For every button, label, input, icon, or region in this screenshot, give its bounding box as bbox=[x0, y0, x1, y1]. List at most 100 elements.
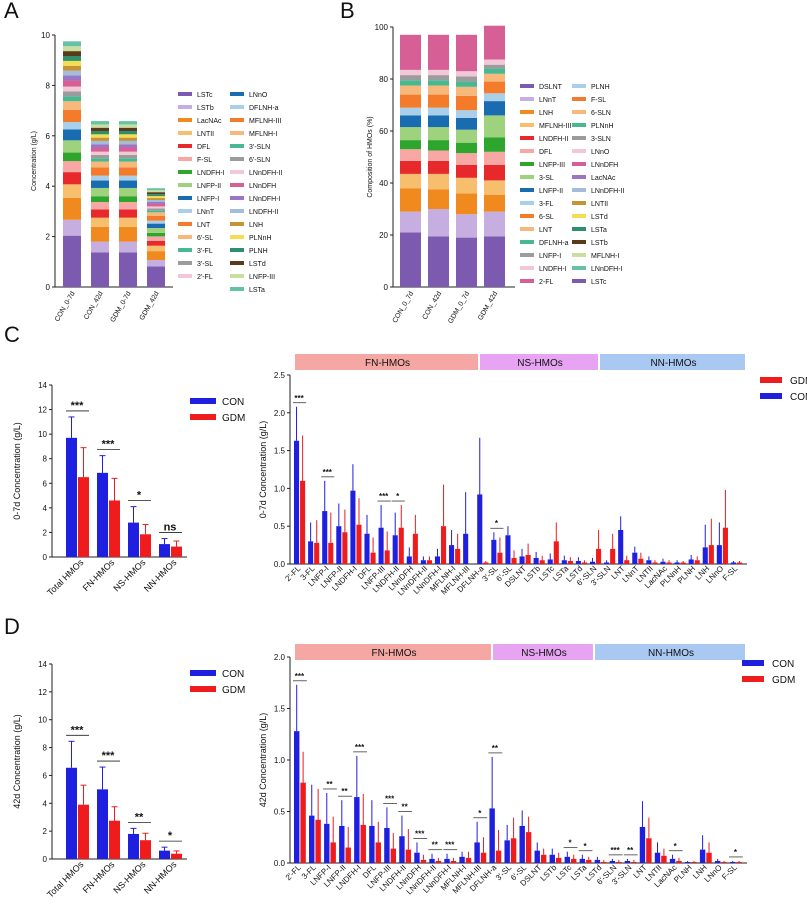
panel-c-summary-bar-con bbox=[159, 544, 170, 557]
panel-c-summary-bar-gdm bbox=[78, 477, 89, 557]
panel-c-detail-bar-con bbox=[589, 561, 596, 564]
panel-c-detail-significance-mark: *** bbox=[379, 492, 389, 501]
panel-a-legend-swatch bbox=[178, 144, 192, 148]
panel-d-detail-bar-gdm bbox=[616, 861, 622, 863]
panel-b-legend-swatch bbox=[520, 214, 534, 218]
panel-b-legend-label: LNFP-III bbox=[539, 162, 565, 169]
panel-b-legend-label: LNFP-II bbox=[539, 188, 563, 195]
panel-a-stack-segment bbox=[91, 131, 109, 135]
panel-b-legend-swatch bbox=[572, 175, 586, 179]
panel-a-stack-segment bbox=[147, 190, 165, 193]
panel-d-detail-y-tick-label: 2.0 bbox=[274, 653, 286, 662]
panel-a-stack-segment bbox=[63, 219, 81, 236]
panel-c-detail-y-tick-label: 1.5 bbox=[274, 447, 286, 456]
panel-d-detail-group-label: NN-HMOs bbox=[648, 648, 694, 659]
panel-d-detail-bar-gdm bbox=[691, 861, 697, 863]
panel-a-stack-segment bbox=[91, 140, 109, 145]
panel-b-legend-label: LSTd bbox=[591, 214, 608, 221]
panel-a-y-tick-label: 2 bbox=[46, 233, 51, 242]
panel-b-legend-swatch bbox=[520, 175, 534, 179]
panel-c-detail-group-band bbox=[600, 354, 745, 370]
panel-a-stack-segment bbox=[91, 241, 109, 253]
panel-a-legend-swatch bbox=[230, 209, 244, 213]
panel-d-summary-significance-mark: *** bbox=[102, 750, 116, 762]
panel-d-detail-y-tick-label: 0.0 bbox=[274, 859, 286, 868]
panel-d-detail-bar-gdm bbox=[601, 861, 607, 863]
panel-a-legend-swatch bbox=[178, 157, 192, 161]
panel-a-legend-label: LSTb bbox=[197, 105, 214, 112]
panel-a-stack-segment bbox=[63, 122, 81, 130]
panel-d-summary-y-label: 42d Concentration (g/L) bbox=[12, 714, 22, 809]
panel-d-detail-bar-con bbox=[309, 815, 315, 863]
panel-c-detail-bar-gdm bbox=[680, 562, 686, 564]
panel-c-detail-bar-con bbox=[533, 557, 539, 564]
panel-a-legend-swatch bbox=[178, 222, 192, 226]
panel-c-detail-bar-gdm bbox=[426, 560, 432, 564]
panel-a-stack-segment bbox=[63, 129, 81, 141]
panel-b-stack-segment bbox=[456, 193, 477, 215]
panel-c-summary-y-tick-label: 14 bbox=[38, 381, 47, 390]
panel-c-detail-bar-gdm bbox=[596, 548, 602, 564]
panel-b-legend-label: F-SL bbox=[591, 97, 606, 104]
panel-b-legend-label: MFLNH-III bbox=[539, 123, 571, 130]
panel-d-summary-y-tick-label: 6 bbox=[43, 771, 48, 780]
panel-c-detail-significance-mark: * bbox=[495, 519, 499, 528]
panel-a-x-label: GDM_0-7d bbox=[110, 290, 133, 323]
panel-b-legend-swatch bbox=[572, 162, 586, 166]
panel-c-detail-bar-gdm bbox=[736, 562, 743, 564]
panel-b-legend-swatch bbox=[572, 84, 586, 88]
panel-a-y-tick-label: 10 bbox=[41, 31, 50, 40]
panel-a-legend-label: 6'-SLN bbox=[249, 157, 270, 164]
panel-c-detail-bar-gdm bbox=[370, 552, 376, 564]
panel-c-detail-bar-gdm bbox=[455, 548, 461, 564]
panel-a-legend-swatch bbox=[230, 131, 244, 135]
panel-b-stack-segment bbox=[456, 86, 477, 96]
panel-a-stack-segment bbox=[147, 196, 165, 199]
panel-a-stack-segment bbox=[119, 124, 137, 128]
panel-c-detail-bar-gdm bbox=[441, 526, 447, 564]
panel-d-summary-x-label: NN-HMOs bbox=[142, 859, 179, 896]
panel-d-detail-bar-con bbox=[624, 860, 631, 863]
panel-c-detail-significance-mark: *** bbox=[294, 394, 304, 403]
panel-b-stack-segment bbox=[428, 85, 449, 95]
panel-d-summary-y-tick-label: 4 bbox=[43, 799, 48, 808]
panel-b-legend-label: DFL bbox=[539, 149, 552, 156]
panel-d-detail-group-band bbox=[595, 644, 745, 660]
panel-d-detail-x-label: F-SL bbox=[720, 863, 739, 882]
panel-b-legend-swatch bbox=[520, 136, 534, 140]
panel-b-stack-segment bbox=[456, 81, 477, 87]
panel-b-stack-segment bbox=[428, 209, 449, 237]
panel-a-legend-label: LNFP-II bbox=[197, 183, 221, 190]
panel-a-stack-segment bbox=[147, 259, 165, 267]
panel-b-legend-swatch bbox=[572, 266, 586, 270]
panel-d-summary-y-tick-label: 14 bbox=[38, 660, 47, 669]
panel-a-stack-segment bbox=[63, 172, 81, 185]
panel-a-stack-segment bbox=[119, 252, 137, 287]
panel-d-summary-bar-con bbox=[66, 767, 77, 859]
panel-c-detail-y-tick-label: 2.0 bbox=[274, 409, 286, 418]
panel-c-detail-bar-gdm bbox=[539, 560, 545, 564]
panel-d-detail-bar-gdm bbox=[315, 819, 321, 863]
panel-a-stack-segment bbox=[63, 161, 81, 173]
panel-b-legend-label: LNnDFH-I bbox=[591, 266, 623, 273]
panel-a-stack-segment bbox=[63, 197, 81, 220]
panel-b-legend-label: LNFP-I bbox=[539, 253, 561, 260]
panel-b-stack-segment bbox=[484, 151, 505, 165]
panel-c-detail-bar-gdm bbox=[722, 527, 728, 564]
panel-a-stack-segment bbox=[63, 65, 81, 71]
panel-b-y-label: Composition of HMOs (%) bbox=[367, 116, 374, 197]
panel-d-detail-bar-con bbox=[354, 797, 360, 863]
panel-b-stack-segment bbox=[456, 118, 477, 130]
panel-c-detail-bar-con bbox=[505, 535, 511, 564]
panel-a-legend-swatch bbox=[230, 274, 244, 278]
panel-a-stack-segment bbox=[91, 161, 109, 168]
panel-b-legend-label: 2-FL bbox=[539, 279, 554, 286]
panel-a-stack-segment bbox=[91, 151, 109, 155]
panel-b-legend-label: 3-SL bbox=[539, 175, 554, 182]
panel-b-legend-swatch bbox=[520, 253, 534, 257]
panel-a-legend-swatch bbox=[230, 183, 244, 187]
panel-a-legend-swatch bbox=[178, 105, 192, 109]
panel-a-stack-segment bbox=[147, 266, 165, 287]
panel-b-stack-segment bbox=[400, 34, 421, 70]
panel-a-legend-swatch bbox=[230, 144, 244, 148]
